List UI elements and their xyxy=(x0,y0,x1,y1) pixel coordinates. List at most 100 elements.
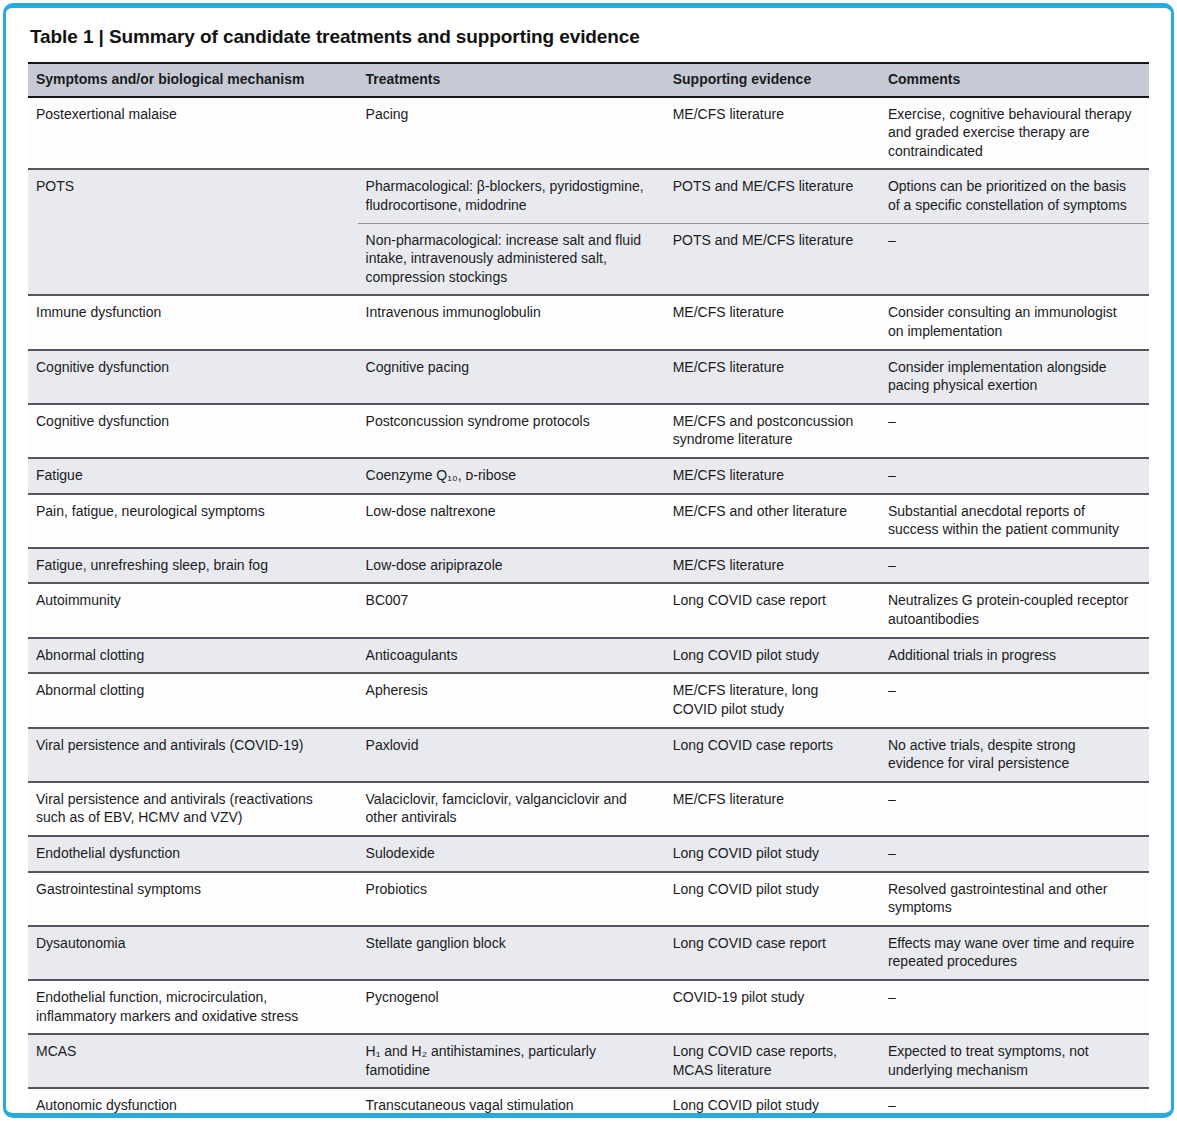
evidence-cell: Long COVID case report xyxy=(665,583,880,637)
treatment-cell: Apheresis xyxy=(358,673,665,727)
comment-cell: Neutralizes G protein-coupled receptor a… xyxy=(880,583,1149,637)
comment-cell: Options can be prioritized on the basis … xyxy=(880,169,1149,223)
symptom-cell: Gastrointestinal symptoms xyxy=(28,872,358,926)
table-row: Endothelial dysfunction Sulodexide Long … xyxy=(28,836,1149,872)
comment-cell: No active trials, despite strong evidenc… xyxy=(880,728,1149,782)
symptom-cell: Pain, fatigue, neurological symptoms xyxy=(28,494,358,548)
evidence-cell: Long COVID pilot study xyxy=(665,836,880,872)
table-row: Gastrointestinal symptoms Probiotics Lon… xyxy=(28,872,1149,926)
table-panel: Table 1 | Summary of candidate treatment… xyxy=(3,3,1174,1118)
col-header-comments: Comments xyxy=(880,63,1149,97)
evidence-cell: Long COVID pilot study xyxy=(665,872,880,926)
comment-cell: – xyxy=(880,223,1149,295)
treatment-cell: Low-dose naltrexone xyxy=(358,494,665,548)
treatment-cell: Low-dose aripiprazole xyxy=(358,548,665,584)
col-header-treatments: Treatments xyxy=(358,63,665,97)
table-row: POTS Pharmacological: β-blockers, pyrido… xyxy=(28,169,1149,223)
comment-cell: – xyxy=(880,836,1149,872)
comment-cell: – xyxy=(880,782,1149,836)
evidence-cell: Long COVID case reports xyxy=(665,728,880,782)
table-row: Pain, fatigue, neurological symptoms Low… xyxy=(28,494,1149,548)
evidence-cell: ME/CFS and postconcussion syndrome liter… xyxy=(665,404,880,458)
table-row: Cognitive dysfunction Cognitive pacing M… xyxy=(28,350,1149,404)
comment-cell: Expected to treat symptoms, not underlyi… xyxy=(880,1034,1149,1088)
evidence-cell: ME/CFS literature xyxy=(665,350,880,404)
treatment-cell: Valaciclovir, famciclovir, valganciclovi… xyxy=(358,782,665,836)
symptom-cell: Abnormal clotting xyxy=(28,673,358,727)
evidence-cell: Long COVID pilot study xyxy=(665,638,880,674)
evidence-cell: COVID-19 pilot study xyxy=(665,980,880,1034)
symptom-cell: Immune dysfunction xyxy=(28,295,358,349)
symptom-cell: Autoimmunity xyxy=(28,583,358,637)
table-row: Dysautonomia Stellate ganglion block Lon… xyxy=(28,926,1149,980)
treatment-cell: BC007 xyxy=(358,583,665,637)
symptom-cell: Abnormal clotting xyxy=(28,638,358,674)
evidence-cell: Long COVID case reports, MCAS literature xyxy=(665,1034,880,1088)
symptom-cell: Endothelial dysfunction xyxy=(28,836,358,872)
comment-cell: – xyxy=(880,548,1149,584)
comment-cell: Substantial anecdotal reports of success… xyxy=(880,494,1149,548)
treatment-cell: Pharmacological: β-blockers, pyridostigm… xyxy=(358,169,665,223)
treatment-cell: H₁ and H₂ antihistamines, particularly f… xyxy=(358,1034,665,1088)
symptom-cell: Cognitive dysfunction xyxy=(28,350,358,404)
evidence-cell: ME/CFS literature xyxy=(665,548,880,584)
table-row: Abnormal clotting Anticoagulants Long CO… xyxy=(28,638,1149,674)
table-row: Fatigue Coenzyme Q₁₀, ᴅ-ribose ME/CFS li… xyxy=(28,458,1149,494)
evidence-cell: ME/CFS literature, long COVID pilot stud… xyxy=(665,673,880,727)
symptom-cell: MCAS xyxy=(28,1034,358,1088)
treatment-cell: Non-pharmacological: increase salt and f… xyxy=(358,223,665,295)
treatment-cell: Probiotics xyxy=(358,872,665,926)
treatment-cell: Stellate ganglion block xyxy=(358,926,665,980)
table-row: Fatigue, unrefreshing sleep, brain fog L… xyxy=(28,548,1149,584)
comment-cell: – xyxy=(880,673,1149,727)
treatment-cell: Pacing xyxy=(358,97,665,170)
treatment-cell: Anticoagulants xyxy=(358,638,665,674)
table-row: Autonomic dysfunction Transcutaneous vag… xyxy=(28,1088,1149,1118)
comment-cell: Consider consulting an immunologist on i… xyxy=(880,295,1149,349)
comment-cell: Effects may wane over time and require r… xyxy=(880,926,1149,980)
table-row: Postexertional malaise Pacing ME/CFS lit… xyxy=(28,97,1149,170)
evidence-cell: ME/CFS literature xyxy=(665,782,880,836)
comment-cell: Consider implementation alongside pacing… xyxy=(880,350,1149,404)
col-header-symptoms: Symptoms and/or biological mechanism xyxy=(28,63,358,97)
symptom-cell: Endothelial function, microcirculation, … xyxy=(28,980,358,1034)
comment-cell: Exercise, cognitive behavioural therapy … xyxy=(880,97,1149,170)
symptom-cell: Fatigue xyxy=(28,458,358,494)
table-row: Viral persistence and antivirals (COVID-… xyxy=(28,728,1149,782)
comment-cell: Resolved gastrointestinal and other symp… xyxy=(880,872,1149,926)
treatment-cell: Pycnogenol xyxy=(358,980,665,1034)
comment-cell: Additional trials in progress xyxy=(880,638,1149,674)
evidence-cell: Long COVID case report xyxy=(665,926,880,980)
table-row: MCAS H₁ and H₂ antihistamines, particula… xyxy=(28,1034,1149,1088)
table-title: Table 1 | Summary of candidate treatment… xyxy=(30,26,1149,48)
table-row: Endothelial function, microcirculation, … xyxy=(28,980,1149,1034)
evidence-cell: ME/CFS literature xyxy=(665,295,880,349)
symptom-cell: Fatigue, unrefreshing sleep, brain fog xyxy=(28,548,358,584)
symptom-cell: Autonomic dysfunction xyxy=(28,1088,358,1118)
evidence-cell: POTS and ME/CFS literature xyxy=(665,169,880,223)
comment-cell: – xyxy=(880,458,1149,494)
symptom-cell: Postexertional malaise xyxy=(28,97,358,170)
table-row: Viral persistence and antivirals (reacti… xyxy=(28,782,1149,836)
comment-cell: – xyxy=(880,980,1149,1034)
evidence-cell: Long COVID pilot study xyxy=(665,1088,880,1118)
treatment-cell: Paxlovid xyxy=(358,728,665,782)
treatments-table: Symptoms and/or biological mechanism Tre… xyxy=(28,62,1149,1118)
table-row: Autoimmunity BC007 Long COVID case repor… xyxy=(28,583,1149,637)
col-header-evidence: Supporting evidence xyxy=(665,63,880,97)
symptom-cell: Viral persistence and antivirals (COVID-… xyxy=(28,728,358,782)
comment-cell: – xyxy=(880,1088,1149,1118)
header-row: Symptoms and/or biological mechanism Tre… xyxy=(28,63,1149,97)
treatment-cell: Postconcussion syndrome protocols xyxy=(358,404,665,458)
comment-cell: – xyxy=(880,404,1149,458)
symptom-cell: Cognitive dysfunction xyxy=(28,404,358,458)
evidence-cell: ME/CFS and other literature xyxy=(665,494,880,548)
evidence-cell: POTS and ME/CFS literature xyxy=(665,223,880,295)
treatment-cell: Sulodexide xyxy=(358,836,665,872)
table-row: Abnormal clotting Apheresis ME/CFS liter… xyxy=(28,673,1149,727)
treatment-cell: Cognitive pacing xyxy=(358,350,665,404)
treatment-cell: Transcutaneous vagal stimulation xyxy=(358,1088,665,1118)
evidence-cell: ME/CFS literature xyxy=(665,97,880,170)
symptom-cell: Dysautonomia xyxy=(28,926,358,980)
symptom-cell: POTS xyxy=(28,169,358,295)
